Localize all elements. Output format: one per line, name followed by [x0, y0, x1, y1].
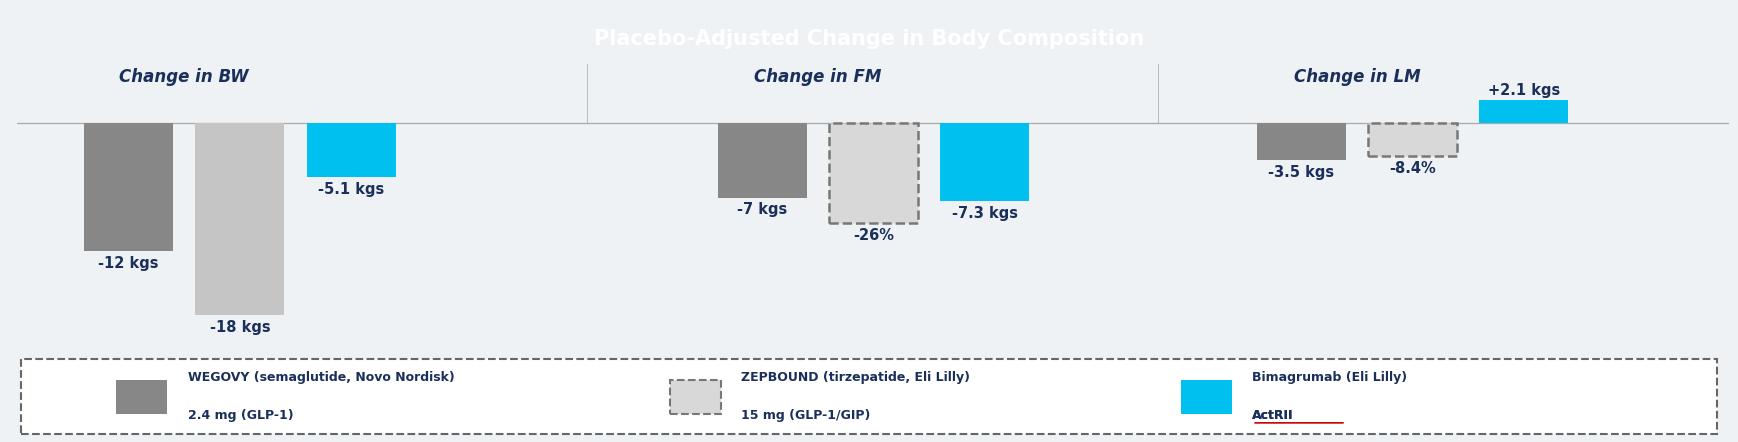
- Text: ActRII: ActRII: [1251, 409, 1293, 422]
- Text: ZEPBOUND (tirzepatide, Eli Lilly): ZEPBOUND (tirzepatide, Eli Lilly): [740, 371, 970, 385]
- Text: -3.5 kgs: -3.5 kgs: [1269, 165, 1335, 180]
- Text: WEGOVY (semaglutide, Novo Nordisk): WEGOVY (semaglutide, Novo Nordisk): [188, 371, 454, 385]
- Bar: [669, 380, 721, 414]
- Text: Change in LM: Change in LM: [1293, 69, 1420, 86]
- Bar: [829, 123, 918, 223]
- Text: Change in BW: Change in BW: [120, 69, 249, 86]
- Text: Bimagrumab (Eli Lilly): Bimagrumab (Eli Lilly): [1251, 371, 1408, 385]
- Text: -5.1 kgs: -5.1 kgs: [318, 182, 384, 197]
- Text: ActRII: ActRII: [1251, 409, 1293, 422]
- Text: +2.1 kgs: +2.1 kgs: [1488, 83, 1561, 98]
- Bar: [1368, 123, 1456, 156]
- Bar: [940, 123, 1029, 201]
- Text: Change in FM: Change in FM: [754, 69, 881, 86]
- Text: -26%: -26%: [853, 228, 893, 243]
- Bar: [83, 123, 174, 251]
- Text: Placebo-Adjusted Change in Body Composition: Placebo-Adjusted Change in Body Composit…: [594, 29, 1144, 49]
- Bar: [116, 380, 167, 414]
- Text: -18 kgs: -18 kgs: [210, 320, 269, 335]
- Bar: [1180, 380, 1232, 414]
- Text: -8.4%: -8.4%: [1389, 161, 1436, 176]
- Bar: [195, 123, 285, 315]
- Text: 2.4 mg (GLP-1): 2.4 mg (GLP-1): [188, 409, 294, 422]
- Text: 15 mg (GLP-1/GIP): 15 mg (GLP-1/GIP): [740, 409, 871, 422]
- Bar: [1257, 123, 1345, 160]
- Bar: [306, 123, 396, 177]
- Text: -7.3 kgs: -7.3 kgs: [952, 206, 1018, 221]
- Bar: [718, 123, 806, 198]
- Text: -7 kgs: -7 kgs: [737, 202, 787, 217]
- Bar: [1479, 100, 1568, 123]
- Text: -12 kgs: -12 kgs: [99, 256, 158, 271]
